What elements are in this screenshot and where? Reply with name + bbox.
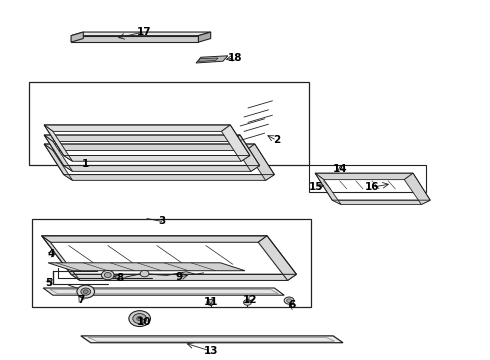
Text: 1: 1 xyxy=(82,159,89,169)
Text: 15: 15 xyxy=(309,182,323,192)
Polygon shape xyxy=(71,32,211,36)
Polygon shape xyxy=(48,263,245,271)
Text: 9: 9 xyxy=(175,272,182,282)
Bar xyxy=(32,219,311,307)
Text: 14: 14 xyxy=(333,164,348,174)
Polygon shape xyxy=(71,36,198,42)
Text: 7: 7 xyxy=(77,294,85,305)
Text: 11: 11 xyxy=(203,297,218,307)
Polygon shape xyxy=(44,135,73,171)
Text: 13: 13 xyxy=(203,346,218,356)
Polygon shape xyxy=(258,236,296,280)
Polygon shape xyxy=(44,144,73,180)
Circle shape xyxy=(101,270,114,280)
Circle shape xyxy=(133,314,147,324)
Circle shape xyxy=(207,300,215,305)
Polygon shape xyxy=(64,175,274,180)
Polygon shape xyxy=(198,32,211,42)
Text: 17: 17 xyxy=(137,27,152,37)
Polygon shape xyxy=(42,236,267,242)
Text: 18: 18 xyxy=(228,53,243,63)
Polygon shape xyxy=(315,173,413,180)
Polygon shape xyxy=(43,288,284,295)
Circle shape xyxy=(83,290,88,293)
Polygon shape xyxy=(71,274,296,280)
Polygon shape xyxy=(332,200,430,204)
Polygon shape xyxy=(64,166,260,171)
Circle shape xyxy=(244,300,251,305)
Polygon shape xyxy=(44,125,230,131)
Bar xyxy=(29,82,309,165)
Polygon shape xyxy=(81,336,343,343)
Polygon shape xyxy=(44,135,240,141)
Circle shape xyxy=(81,288,91,295)
Polygon shape xyxy=(231,135,260,171)
Polygon shape xyxy=(221,125,250,161)
Text: 4: 4 xyxy=(48,249,55,259)
Text: 8: 8 xyxy=(117,273,123,283)
Text: 2: 2 xyxy=(273,135,280,145)
Circle shape xyxy=(129,311,150,327)
Circle shape xyxy=(104,273,111,278)
Polygon shape xyxy=(404,173,430,204)
Circle shape xyxy=(137,316,143,321)
Text: 10: 10 xyxy=(137,317,152,327)
Polygon shape xyxy=(44,144,255,150)
Polygon shape xyxy=(315,173,341,204)
Circle shape xyxy=(140,270,149,277)
Text: 16: 16 xyxy=(365,182,380,192)
Text: 6: 6 xyxy=(288,300,295,310)
Text: 5: 5 xyxy=(46,278,52,288)
Polygon shape xyxy=(42,236,80,280)
Circle shape xyxy=(77,285,95,298)
Polygon shape xyxy=(71,32,83,42)
Text: 3: 3 xyxy=(158,216,165,226)
Polygon shape xyxy=(44,125,73,161)
Circle shape xyxy=(284,297,294,304)
Polygon shape xyxy=(196,56,228,63)
Circle shape xyxy=(287,299,292,302)
Polygon shape xyxy=(246,144,274,180)
Text: 12: 12 xyxy=(243,294,257,305)
Polygon shape xyxy=(64,156,250,161)
Bar xyxy=(309,165,426,192)
Polygon shape xyxy=(198,58,218,62)
